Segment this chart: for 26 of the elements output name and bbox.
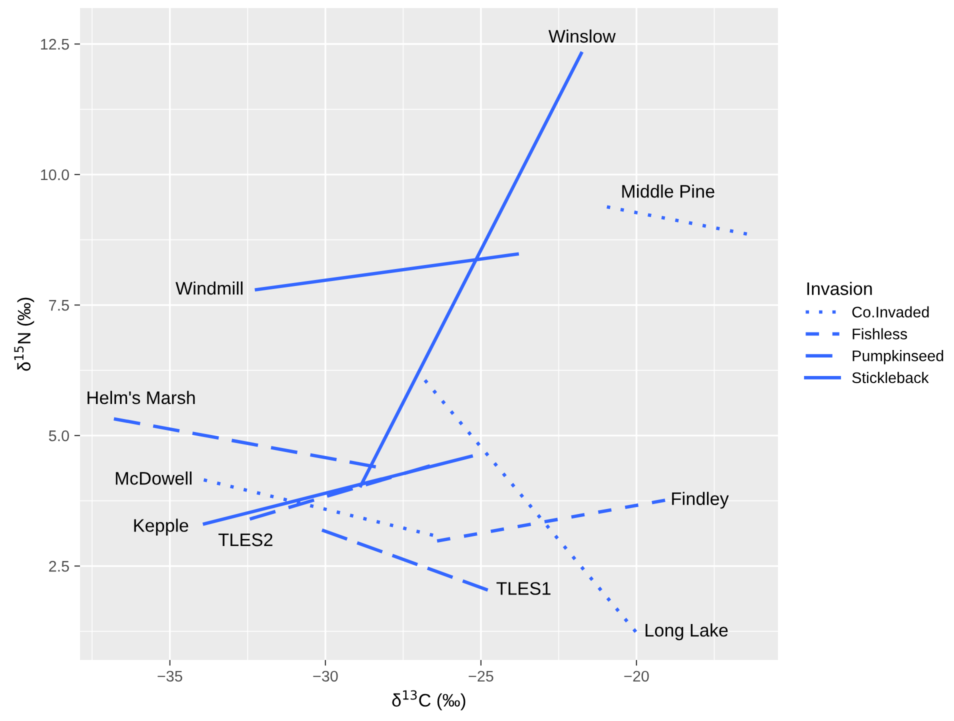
annotation: Winslow (548, 29, 616, 43)
annotation: McDowell (116, 471, 192, 485)
annotation: Kepple (134, 518, 188, 536)
annotation: Findley (672, 492, 729, 509)
y-axis-title: δ$^{15}$N (‰) (14, 298, 34, 371)
x-tick-label: −30 (313, 670, 338, 682)
x-axis-title: δ$^{13}$C (‰) (392, 690, 466, 710)
legend-label: Pumpkinseed (852, 350, 944, 364)
annotation: Windmill (176, 281, 242, 295)
legend-label: Co.Invaded (852, 306, 929, 318)
x-tick-label: −25 (468, 670, 494, 682)
legend-title: Invasion (807, 282, 872, 296)
y-tick-label: 10.0 (41, 169, 69, 180)
x-tick-label: −35 (158, 670, 182, 682)
annotation: TLES2 (218, 533, 272, 546)
annotation: Middle Pine (622, 184, 714, 198)
annotation: TLES1 (496, 582, 550, 595)
annotation: Long Lake (646, 623, 728, 640)
y-tick-label: 2.5 (49, 560, 69, 572)
y-tick-label: 5.0 (48, 430, 69, 442)
y-tick-label: 7.5 (49, 300, 69, 311)
x-tick-label: −20 (624, 670, 649, 682)
y-tick-label: 12.5 (41, 38, 69, 50)
annotation: Helm's Marsh (88, 390, 195, 404)
legend-label: Stickleback (852, 372, 929, 384)
legend-label: Fishless (852, 328, 908, 340)
